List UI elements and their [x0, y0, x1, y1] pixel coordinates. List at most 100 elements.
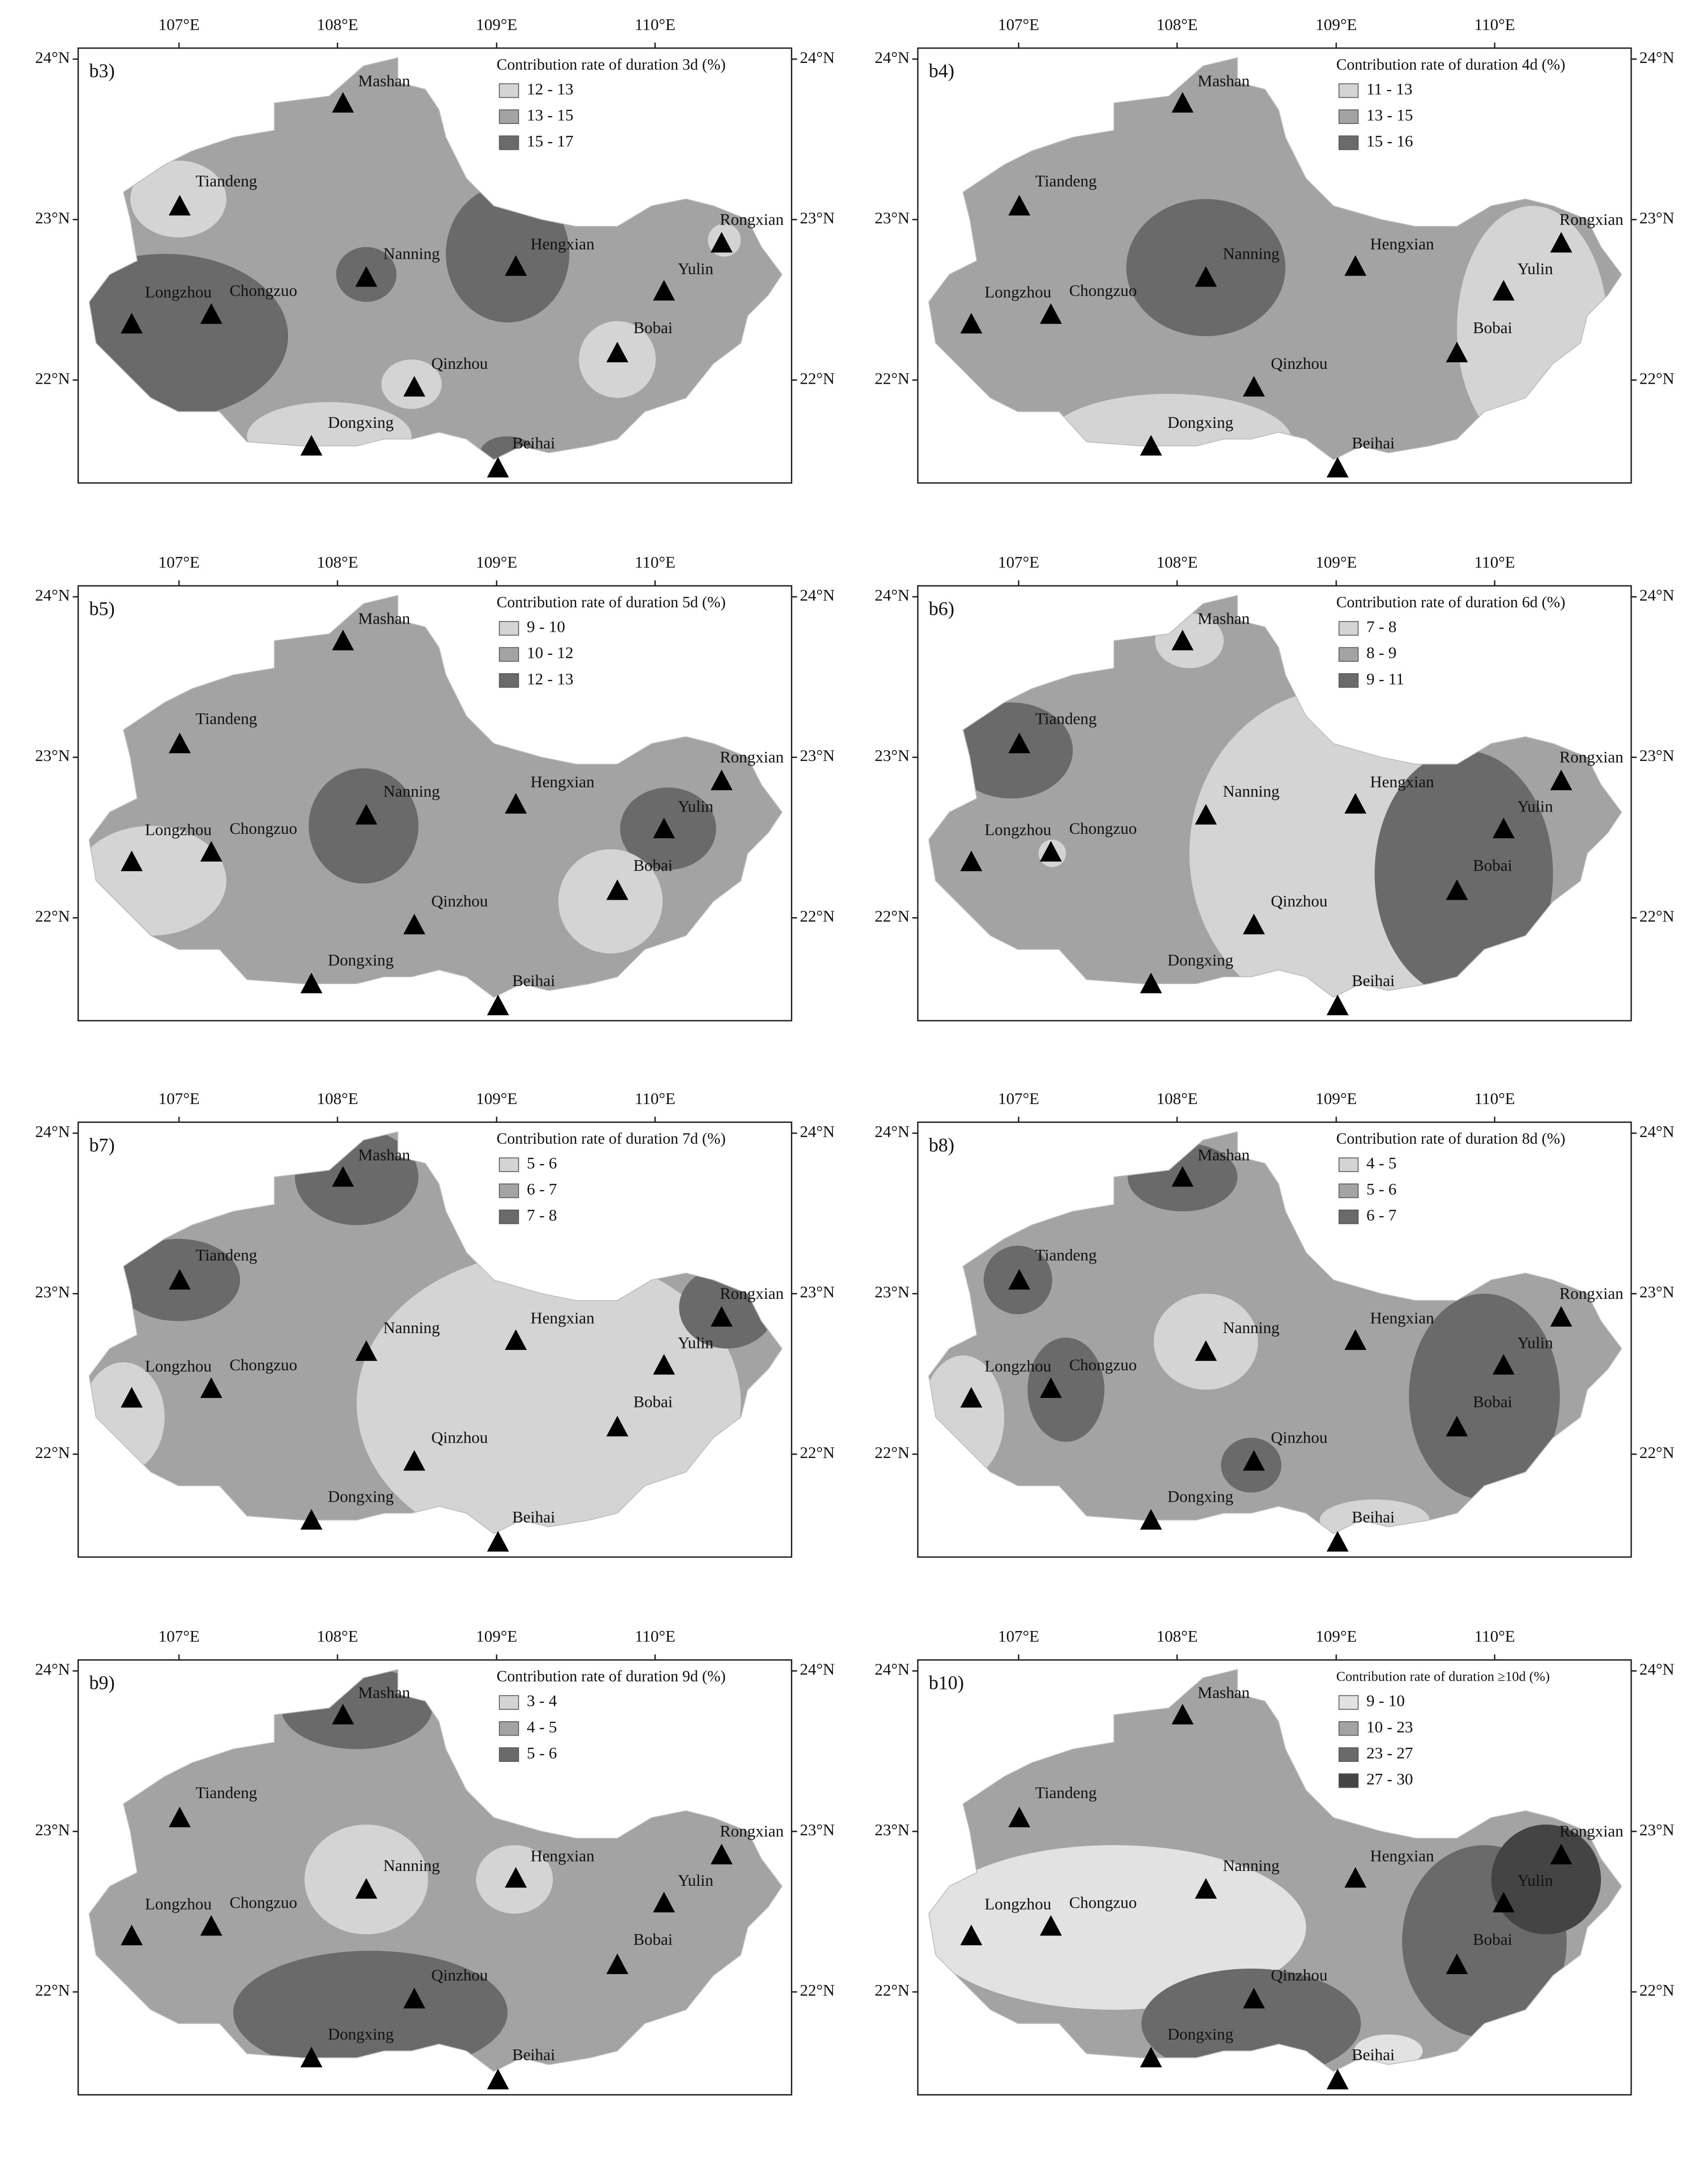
lat-tick-label: 23°N [1640, 1821, 1674, 1839]
station-label: Mashan [1198, 1146, 1250, 1164]
station-marker [1242, 914, 1265, 934]
legend-swatch [1338, 1209, 1359, 1225]
station-label: Bobai [633, 1930, 672, 1949]
station-marker [1326, 1531, 1349, 1552]
station-marker [1140, 435, 1162, 456]
station-marker [1242, 376, 1265, 397]
station-marker [1008, 195, 1031, 216]
legend-swatch [1338, 647, 1359, 662]
legend-swatch [1338, 109, 1359, 124]
station-marker [653, 1891, 675, 1913]
panel-label: b10) [929, 1672, 964, 1693]
station-label: Chongzuo [230, 1356, 297, 1374]
legend-swatch [499, 1209, 519, 1225]
station-marker [1326, 994, 1349, 1015]
legend-title: Contribution rate of duration 9d (%) [497, 1668, 726, 1685]
station-marker [1172, 630, 1194, 650]
station-label: Mashan [1198, 610, 1250, 628]
station-label: Hengxian [1370, 773, 1434, 791]
station-marker [200, 1915, 223, 1936]
legend-item: 11 - 13 [1366, 80, 1413, 98]
station-marker [403, 914, 425, 934]
station-marker [1172, 1166, 1194, 1187]
station-marker [487, 2068, 509, 2090]
station-marker [1344, 1867, 1366, 1888]
legend-swatch [1338, 1773, 1359, 1788]
legend-item: 9 - 10 [1366, 1692, 1405, 1710]
station-marker [1008, 1807, 1031, 1827]
lon-tick-label: 110°E [635, 1090, 675, 1108]
lat-tick-label: 23°N [35, 747, 70, 765]
region-zone [446, 185, 570, 323]
map-panel: 107°E 108°E 109°E 110°E 24°N 24°N 23°N 23°N 22°N… [875, 15, 1674, 484]
legend-swatch [499, 135, 519, 150]
lat-tick-label: 24°N [35, 1660, 70, 1679]
station-label: Yulin [1517, 798, 1553, 816]
station-label: Tiandeng [195, 1246, 257, 1264]
lon-tick-label: 108°E [317, 1628, 358, 1646]
lat-tick-label: 22°N [35, 907, 70, 926]
station-label: Tiandeng [1035, 1784, 1097, 1802]
station-marker [505, 255, 527, 276]
lat-tick-label: 22°N [1640, 369, 1674, 388]
region-layer [233, 1669, 553, 2072]
station-label: Tiandeng [1035, 710, 1097, 728]
station-marker [1040, 841, 1062, 862]
station-marker [332, 92, 354, 113]
legend-swatch [1338, 673, 1359, 688]
station-label: Yulin [1517, 1871, 1553, 1890]
station-label: Qinzhou [431, 1428, 488, 1447]
station-marker [1140, 973, 1162, 993]
station-marker [1008, 732, 1031, 754]
station-marker [1195, 804, 1217, 825]
lat-tick-label: 22°N [1640, 907, 1674, 926]
station-marker [653, 280, 675, 301]
station-marker [1040, 1915, 1062, 1936]
station-label: Hengxian [1370, 1847, 1434, 1865]
region-zone [558, 849, 663, 954]
region-outline [88, 57, 783, 461]
region-zone [1409, 1293, 1560, 1500]
station-label: Bobai [1473, 857, 1512, 875]
station-marker [1550, 1844, 1573, 1865]
station-marker [169, 1807, 191, 1827]
station-label: Mashan [358, 72, 410, 90]
station-marker [1446, 879, 1468, 900]
lon-tick-label: 109°E [476, 1090, 517, 1108]
station-marker [1492, 817, 1515, 838]
station-marker [120, 850, 143, 872]
station-label: Qinzhou [431, 354, 488, 373]
station-label: Tiandeng [1035, 172, 1097, 190]
region-zone [1374, 750, 1553, 997]
station-label: Dongxing [328, 413, 394, 432]
legend-title: Contribution rate of duration 6d (%) [1336, 593, 1565, 611]
lon-tick-label: 110°E [1474, 15, 1515, 34]
station-label: Longzhou [985, 1895, 1052, 1913]
station-marker [505, 793, 527, 814]
panel-label: b8) [929, 1134, 954, 1156]
station-marker [300, 1509, 323, 1530]
lon-tick-label: 107°E [998, 553, 1039, 572]
station-label: Yulin [678, 260, 713, 278]
lat-tick-label: 22°N [35, 1982, 70, 2000]
station-marker [710, 1844, 733, 1865]
lat-tick-label: 23°N [35, 1821, 70, 1839]
station-label: Rongxian [720, 210, 784, 229]
lat-tick-label: 24°N [1640, 1660, 1674, 1679]
station-marker [653, 817, 675, 838]
station-label: Longzhou [145, 1895, 212, 1913]
lon-tick-label: 108°E [1156, 1090, 1197, 1108]
legend-item: 8 - 9 [1366, 644, 1397, 662]
station-label: Rongxian [1559, 210, 1623, 229]
station-marker [169, 1269, 191, 1290]
legend-item: 4 - 5 [1366, 1154, 1397, 1172]
legend-title: Contribution rate of duration 5d (%) [497, 593, 726, 611]
legend-swatch [1338, 83, 1359, 98]
station-label: Hengxian [530, 773, 594, 791]
lat-tick-label: 23°N [800, 209, 834, 228]
station-label: Bobai [1473, 1393, 1512, 1411]
station-marker [960, 850, 983, 872]
station-label: Rongxian [720, 1284, 784, 1303]
map-panel: 107°E 108°E 109°E 110°E 24°N 24°N 23°N 23°N 22°N… [35, 553, 835, 1022]
